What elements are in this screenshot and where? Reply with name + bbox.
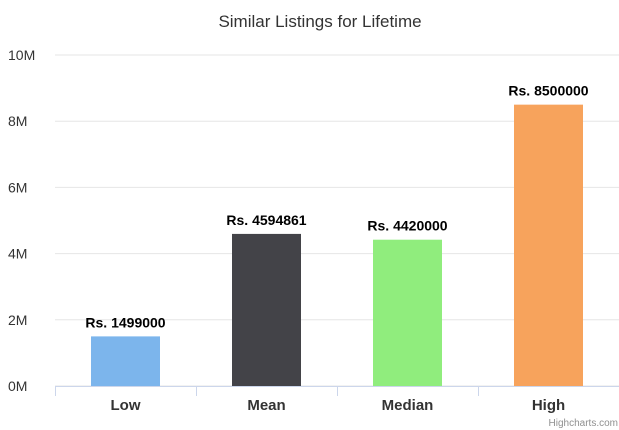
credits-link[interactable]: Highcharts.com — [549, 418, 618, 429]
x-tick-label-mean: Mean — [247, 397, 285, 414]
x-tick-label-median: Median — [382, 397, 434, 414]
y-tick-label: 6M — [8, 179, 27, 195]
y-tick-label: 4M — [8, 246, 27, 262]
x-axis: Low Mean Median High — [55, 386, 619, 414]
data-label-low: Rs. 1499000 — [85, 314, 165, 330]
bar-low[interactable] — [91, 336, 160, 386]
y-tick-label: 0M — [8, 378, 27, 394]
data-label-high: Rs. 8500000 — [508, 83, 588, 99]
data-label-median: Rs. 4420000 — [367, 218, 447, 234]
x-tick-label-low: Low — [111, 397, 141, 414]
y-tick-label: 8M — [8, 113, 27, 129]
bars — [91, 104, 583, 387]
data-labels: Rs. 1499000 Rs. 4594861 Rs. 4420000 Rs. 850… — [85, 83, 588, 331]
chart-title: Similar Listings for Lifetime — [218, 12, 421, 31]
x-tick-label-high: High — [532, 397, 565, 414]
y-tick-label: 2M — [8, 312, 27, 328]
bar-median[interactable] — [373, 239, 442, 386]
y-axis-ticks: 0M 2M 4M 6M 8M 10M — [8, 47, 35, 394]
bar-high[interactable] — [514, 104, 583, 387]
y-tick-label: 10M — [8, 47, 35, 63]
data-label-mean: Rs. 4594861 — [226, 212, 306, 228]
bar-mean[interactable] — [232, 233, 301, 386]
